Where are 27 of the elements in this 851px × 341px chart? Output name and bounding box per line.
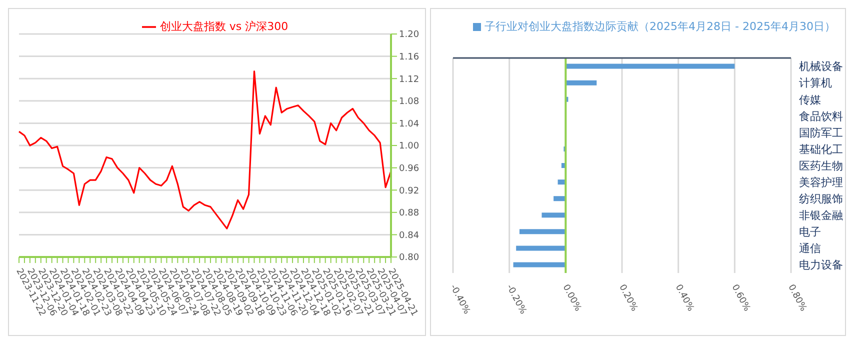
y-tick-label: 传媒 — [799, 93, 821, 106]
y-tick-label: 纺织服饰 — [799, 192, 843, 206]
y-tick-label: 0.88 — [399, 208, 420, 219]
y-tick-label: 电力设备 — [799, 258, 843, 272]
y-tick-label: 食品饮料 — [799, 110, 843, 123]
y-tick-label: 0.96 — [399, 164, 420, 174]
y-tick-label: 1.20 — [399, 30, 420, 40]
y-tick-label: 通信 — [799, 242, 821, 256]
y-tick-label: 机械设备 — [799, 60, 843, 74]
y-tick-label: 1.08 — [399, 97, 420, 108]
y-tick-label: 国防军工 — [799, 126, 843, 140]
y-tick-label: 1.00 — [399, 142, 420, 152]
y-tick-label: 1.16 — [399, 52, 420, 62]
line-series — [18, 70, 392, 230]
y-tick-label: 非银金融 — [799, 209, 843, 222]
y-tick-label: 医药生物 — [799, 159, 843, 172]
y-tick-label: 计算机 — [799, 76, 832, 90]
y-tick-label: 美容护理 — [799, 176, 843, 189]
y-tick-label: 0.92 — [399, 186, 420, 196]
legend-label: 创业大盘指数 vs 沪深300 — [160, 20, 288, 33]
y-tick-label: 基础化工 — [799, 142, 843, 156]
legend-label: 子行业对创业大盘指数边际贡献（2025年4月28日 - 2025年4月30日） — [484, 20, 836, 33]
y-tick-label: 电子 — [799, 226, 821, 239]
y-tick-label: 1.04 — [399, 119, 420, 130]
y-tick-label: 0.80 — [399, 253, 420, 264]
y-tick-label: 1.12 — [399, 74, 420, 85]
y-tick-label: 0.84 — [399, 230, 420, 241]
